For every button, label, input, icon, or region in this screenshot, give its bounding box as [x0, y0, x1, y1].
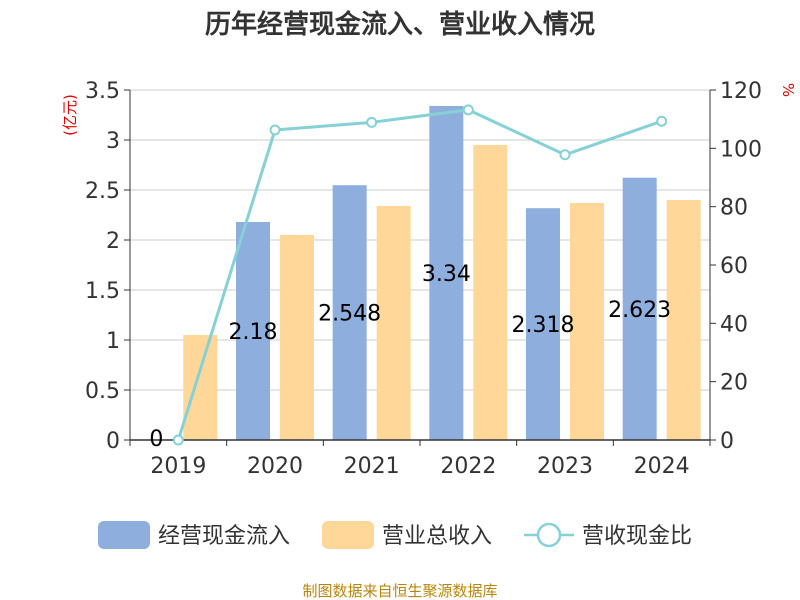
source-note: 制图数据来自恒生聚源数据库 [302, 582, 497, 600]
bar-cash-inflow [429, 106, 464, 440]
legend: 经营现金流入 营业总收入 营收现金比 [98, 521, 692, 549]
left-tick-label: 2.5 [85, 179, 120, 204]
legend-label: 营收现金比 [582, 524, 692, 549]
ratio-point [462, 104, 474, 116]
x-tick-label: 2019 [150, 454, 206, 479]
left-tick-label: 0.5 [85, 379, 120, 404]
data-labels: 0 2.18 2.548 3.34 2.318 2.623 [149, 262, 671, 452]
data-label: 2.548 [318, 302, 381, 327]
bar-revenue [473, 145, 508, 440]
data-label: 0 [149, 427, 163, 452]
right-tick-label: 40 [720, 312, 748, 337]
bar-revenue [666, 200, 701, 440]
right-tick-label: 120 [720, 79, 762, 104]
data-label: 2.18 [229, 320, 278, 345]
left-tick-label: 1 [106, 329, 120, 354]
ratio-point [559, 149, 571, 161]
legend-swatch [98, 521, 150, 549]
ratio-line [172, 104, 668, 446]
left-tick-label: 0 [106, 429, 120, 454]
legend-swatch [322, 521, 374, 549]
right-axis-unit: % [779, 83, 797, 97]
legend-label: 经营现金流入 [158, 524, 290, 549]
bars [183, 106, 701, 440]
data-label: 2.318 [512, 313, 575, 338]
right-tick-label: 100 [720, 137, 762, 162]
bar-cash-inflow [236, 222, 270, 440]
data-label: 3.34 [422, 262, 471, 287]
ratio-point [172, 434, 184, 446]
x-tick-label: 2022 [440, 454, 496, 479]
right-tick-label: 60 [720, 254, 748, 279]
left-tick-label: 3 [106, 129, 120, 154]
bar-revenue [570, 203, 604, 440]
x-tick-label: 2023 [537, 454, 593, 479]
ratio-line-path [176, 108, 663, 441]
legend-swatch-marker [536, 522, 562, 548]
bar-revenue [183, 335, 218, 440]
ratio-point [656, 115, 668, 127]
bar-revenue [376, 206, 411, 440]
left-axis-unit: (亿元) [61, 94, 79, 136]
ratio-point [366, 116, 378, 128]
x-tick-label: 2021 [344, 454, 400, 479]
right-tick-label: 0 [720, 429, 734, 454]
ratio-point [269, 124, 281, 136]
bar-cash-inflow [332, 185, 367, 440]
left-tick-label: 3.5 [85, 79, 120, 104]
bar-cash-inflow [622, 177, 657, 440]
chart-title: 历年经营现金流入、营业收入情况 [205, 9, 595, 40]
right-tick-label: 20 [720, 371, 748, 396]
axes: 0 0.5 1 1.5 2 2.5 3 3.5 0 20 40 60 80 100 120 2019 2020 2… [85, 79, 762, 479]
right-tick-label: 80 [720, 196, 748, 221]
data-label: 2.623 [608, 298, 671, 323]
left-tick-label: 2 [106, 229, 120, 254]
x-tick-label: 2024 [634, 454, 690, 479]
bar-revenue [280, 235, 314, 440]
bar-cash-inflow [526, 208, 560, 440]
left-tick-label: 1.5 [85, 279, 120, 304]
legend-label: 营业总收入 [382, 524, 492, 549]
x-tick-label: 2020 [247, 454, 303, 479]
